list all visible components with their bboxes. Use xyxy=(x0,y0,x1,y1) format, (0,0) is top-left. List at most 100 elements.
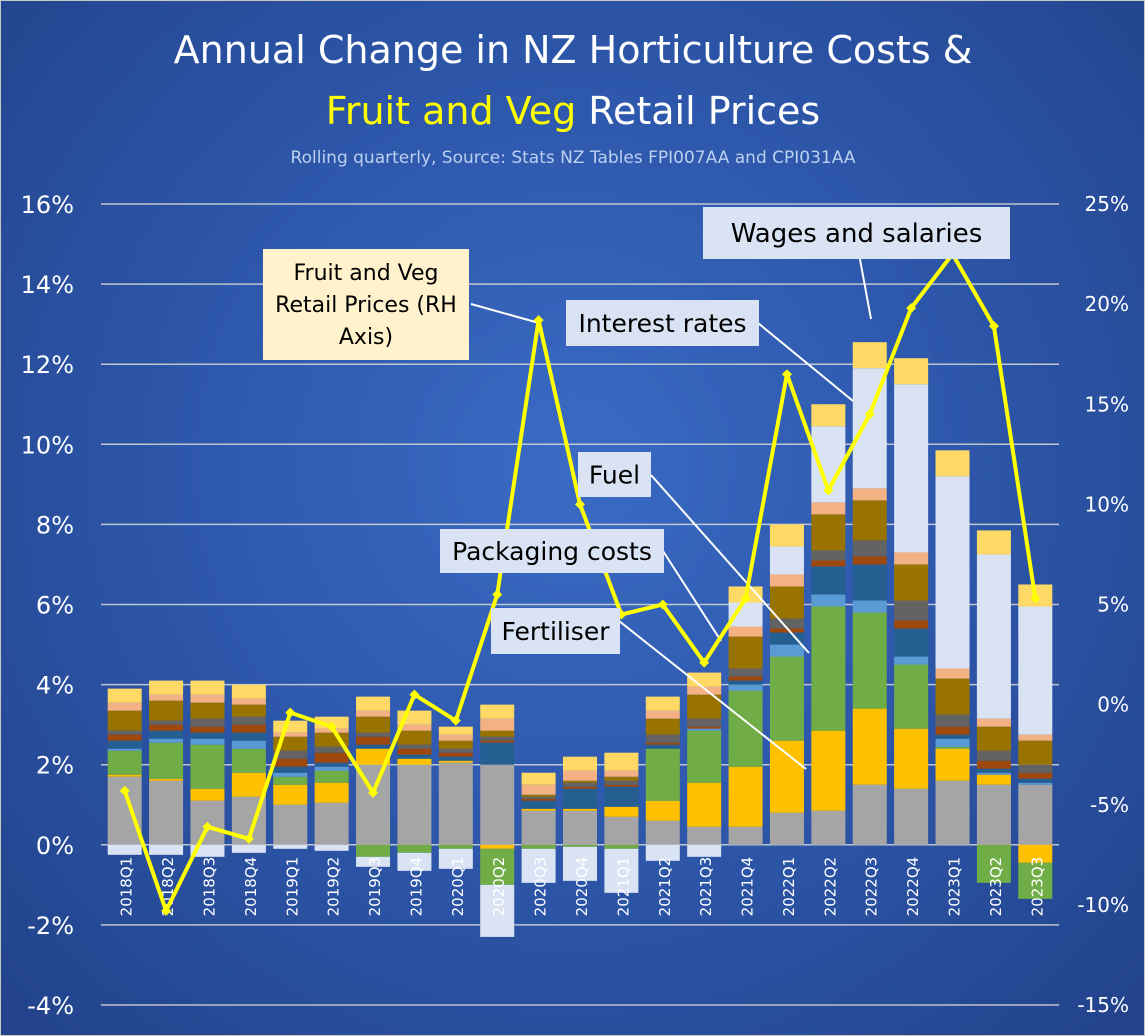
bar-segment-light_blue xyxy=(314,766,349,771)
bar-segment-top xyxy=(894,358,929,385)
bar-segment-gold xyxy=(728,636,763,669)
annotation-box xyxy=(578,452,651,497)
retail-price-marker xyxy=(450,715,461,726)
annotation-box xyxy=(566,300,759,346)
y-left-tick-label: -2% xyxy=(27,912,74,940)
bar-segment-wages xyxy=(149,844,184,855)
bar-segment-fertiliser xyxy=(356,844,391,857)
bar-segment-fertiliser xyxy=(894,664,929,729)
y-right-tick-label: -15% xyxy=(1077,993,1129,1017)
bar-segment-gold xyxy=(438,740,473,749)
bar-segment-top xyxy=(604,752,639,771)
retail-price-marker xyxy=(864,409,875,420)
bar-segment-packaging xyxy=(397,758,432,765)
annotation-label: Fertiliser xyxy=(502,617,611,646)
bar-segment-top xyxy=(935,450,970,477)
bar-segment-fertiliser xyxy=(1018,862,1053,899)
bar-segment-dark_gray xyxy=(769,618,804,629)
bar-segment-brown xyxy=(1018,772,1053,779)
bar-segment-packaging xyxy=(273,784,308,805)
y-left-tick-label: 0% xyxy=(36,832,74,860)
bar-segment-brown xyxy=(107,734,142,741)
bar-segment-brown xyxy=(894,620,929,629)
x-tick-label: 2020Q2 xyxy=(490,857,508,917)
bar-segment-wages xyxy=(273,844,308,849)
bar-segment-dark_gray xyxy=(273,750,308,759)
annotation-leader-line xyxy=(858,253,872,320)
bar-segment-brown xyxy=(480,740,515,743)
bar-segment-brown xyxy=(563,786,597,789)
bar-segment-interest xyxy=(521,784,556,795)
annotation-box xyxy=(440,529,664,573)
bar-segment-other xyxy=(811,810,846,845)
bar-segment-packaging xyxy=(769,740,804,813)
x-tick-label: 2020Q1 xyxy=(449,857,467,917)
bar-segment-wages xyxy=(107,844,142,855)
bar-segment-wages xyxy=(480,884,515,937)
bar-segment-interest xyxy=(356,710,391,717)
bar-segment-fuel xyxy=(273,766,308,773)
bar-segment-other xyxy=(521,810,556,845)
annotation-box xyxy=(491,608,620,654)
bar-segment-gold xyxy=(521,794,556,797)
bar-segment-packaging xyxy=(811,730,846,811)
bar-segment-packaging xyxy=(231,772,266,797)
bar-segment-interest xyxy=(438,734,473,741)
x-tick-label: 2018Q4 xyxy=(242,857,260,917)
retail-price-marker xyxy=(1030,593,1041,604)
bar-segment-light_blue xyxy=(149,738,184,743)
bar-segment-light_blue xyxy=(976,772,1011,775)
bar-segment-packaging xyxy=(438,760,473,763)
bar-segment-packaging xyxy=(314,782,349,803)
x-tick-label: 2019Q3 xyxy=(366,857,384,917)
bar-segment-dark_gray xyxy=(645,734,680,743)
bar-segment-interest xyxy=(397,724,432,731)
y-left-tick-label: -4% xyxy=(27,992,74,1020)
retail-price-marker xyxy=(161,905,172,916)
bar-segment-light_blue xyxy=(107,748,142,751)
bar-segment-dark_gray xyxy=(107,730,142,735)
bar-segment-fertiliser xyxy=(976,844,1011,883)
bar-segment-fertiliser xyxy=(190,744,225,789)
bar-segment-fuel xyxy=(397,754,432,759)
bar-segment-light_blue xyxy=(728,684,763,691)
bar-segment-brown xyxy=(604,784,639,787)
bar-segment-other xyxy=(687,826,722,845)
x-tick-label: 2023Q2 xyxy=(987,857,1005,917)
bar-segment-packaging xyxy=(1018,844,1053,863)
y-left-tick-label: 2% xyxy=(36,752,74,780)
bar-segment-packaging xyxy=(480,844,515,849)
bar-segment-packaging xyxy=(149,778,184,781)
bar-segment-brown xyxy=(769,628,804,633)
bar-segment-light_blue xyxy=(273,772,308,777)
bar-segment-fuel xyxy=(935,734,970,739)
bar-segment-gold xyxy=(976,726,1011,751)
bar-segment-dark_gray xyxy=(397,744,432,749)
bar-segment-brown xyxy=(231,724,266,733)
bar-segment-top xyxy=(852,342,887,369)
bar-segment-packaging xyxy=(852,708,887,785)
bar-segment-interest xyxy=(190,694,225,703)
bar-segment-brown xyxy=(811,560,846,567)
x-tick-label: 2022Q1 xyxy=(780,857,798,917)
bar-segment-fertiliser xyxy=(852,612,887,709)
y-right-tick-label: -10% xyxy=(1077,893,1129,917)
bar-segment-other xyxy=(1018,784,1053,845)
bar-segment-brown xyxy=(687,726,722,729)
retail-price-marker xyxy=(823,485,834,496)
bar-segment-top xyxy=(976,530,1011,555)
bar-segment-fuel xyxy=(976,768,1011,773)
bar-segment-fertiliser xyxy=(397,844,432,853)
bar-segment-gold xyxy=(935,678,970,715)
bar-segment-dark_gray xyxy=(852,540,887,557)
x-tick-label: 2021Q2 xyxy=(656,857,674,917)
bar-segment-fertiliser xyxy=(811,606,846,731)
bar-segment-dark_gray xyxy=(190,718,225,727)
bar-segment-top xyxy=(438,726,473,735)
bar-segment-dark_gray xyxy=(356,732,391,737)
bar-segment-gold xyxy=(604,776,639,781)
bar-segment-brown xyxy=(273,758,308,767)
bar-segment-fertiliser xyxy=(769,656,804,741)
bar-segment-interest xyxy=(769,574,804,587)
